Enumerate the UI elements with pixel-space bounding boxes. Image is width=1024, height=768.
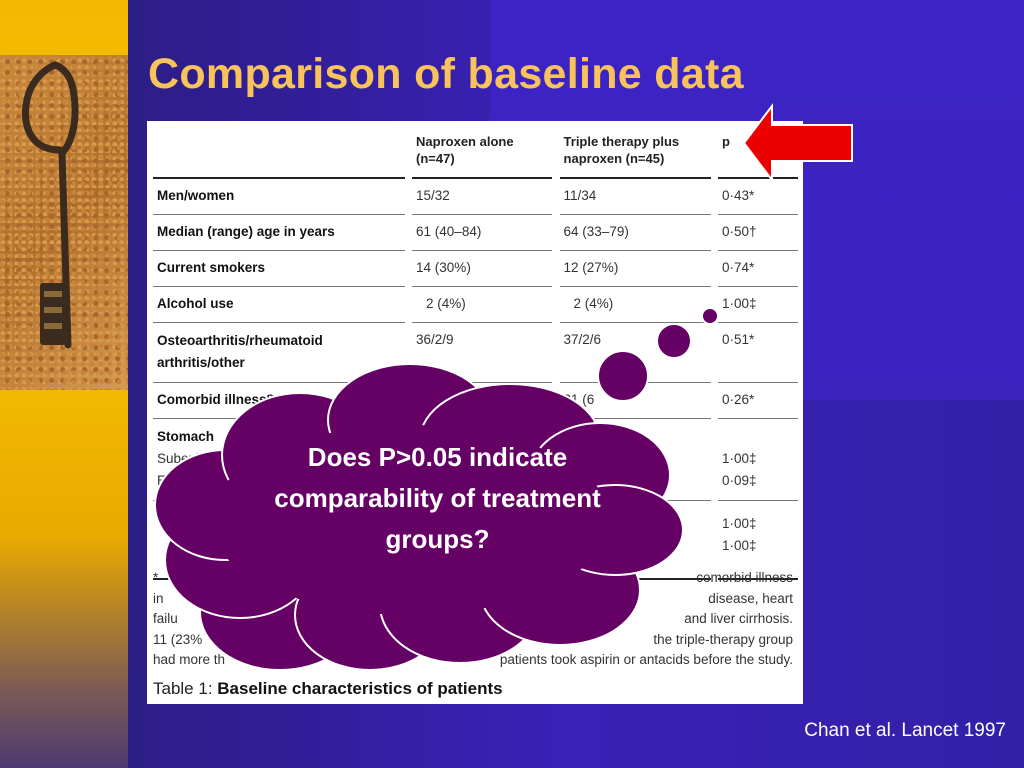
- footnote-line: comorbid illness: [696, 570, 793, 585]
- cell-triple: 31 (6: [559, 382, 711, 419]
- cell-triple: 64 (33–79): [559, 214, 711, 251]
- table-caption: Table 1: Baseline characteristics of pat…: [153, 679, 503, 699]
- footnote-line: and liver cirrhosis.: [684, 611, 793, 626]
- table-header-row: Naproxen alone (n=47) Triple therapy plu…: [153, 127, 798, 179]
- cell-naproxen: %): [412, 382, 553, 419]
- cell-triple: 37/2/6: [559, 322, 711, 383]
- row-label: Current smokers: [153, 250, 405, 287]
- key-photo-image: [0, 55, 128, 390]
- footnote-line: in: [153, 590, 164, 606]
- callout-question: Does P>0.05 indicate comparability of tr…: [274, 442, 601, 554]
- cell-naproxen: 14 (30%): [412, 250, 553, 287]
- header-label: [153, 127, 405, 179]
- slide-title: Comparison of baseline data: [148, 50, 744, 98]
- header-triple: Triple therapy plus naproxen (n=45): [559, 127, 711, 179]
- table-row: Current smokers 14 (30%) 12 (27%) 0·74*: [153, 250, 798, 287]
- cell-p: 1·00‡ 0·09‡: [718, 418, 798, 501]
- cell-p: 0·74*: [718, 250, 798, 287]
- cell-triple: 12 (27%): [559, 250, 711, 287]
- row-label: Comorbid illness§: [153, 382, 405, 419]
- row-label: Osteoarthritis/rheumatoid arthritis/othe…: [153, 322, 405, 383]
- table-row: Alcohol use 2 (4%) 2 (4%) 1·00‡: [153, 286, 798, 323]
- cell-p: 0·43*: [718, 178, 798, 215]
- antique-key-icon: [21, 61, 79, 349]
- footnote-line: patients took aspirin or antacids before…: [499, 652, 793, 667]
- footnote-line: failu: [153, 611, 178, 626]
- table-row: Comorbid illness§ %) 31 (6 0·26*: [153, 382, 798, 419]
- footnote-line: *: [153, 570, 159, 585]
- header-naproxen: Naproxen alone (n=47): [412, 127, 553, 179]
- cell-naproxen: 2 (4%): [412, 286, 553, 323]
- row-label: Alcohol use: [153, 286, 405, 323]
- row-label: Median (range) age in years: [153, 214, 405, 251]
- table-image: Naproxen alone (n=47) Triple therapy plu…: [147, 121, 803, 704]
- cell-triple: 2 (4%): [559, 286, 711, 323]
- cell-naproxen: 61 (40–84): [412, 214, 553, 251]
- cell-triple: 11/34: [559, 178, 711, 215]
- cell-p: 1·00‡ 1·00‡: [718, 500, 798, 580]
- p-value: 1·00‡: [722, 538, 757, 553]
- citation: Chan et al. Lancet 1997: [804, 720, 1006, 741]
- cell-p: 1·00‡: [718, 286, 798, 323]
- footnote-line: the triple-therapy group: [653, 631, 793, 647]
- table-row: Osteoarthritis/rheumatoid arthritis/othe…: [153, 322, 798, 383]
- table-row: Men/women 15/32 11/34 0·43*: [153, 178, 798, 215]
- caption-prefix: Table 1:: [153, 679, 218, 698]
- footnote-line: had more th: [153, 652, 226, 667]
- p-value: 1·00‡: [722, 451, 757, 466]
- row-label: Stomach: [157, 429, 215, 444]
- cell-p: 0·26*: [718, 382, 798, 419]
- caption-title: Baseline characteristics of patients: [217, 679, 503, 698]
- cell-p: 0·50†: [718, 214, 798, 251]
- cell-naproxen: 15/32: [412, 178, 553, 215]
- row-label: Men/women: [153, 178, 405, 215]
- cell-naproxen: 36/2/9: [412, 322, 553, 383]
- footnote-line: disease, heart: [708, 590, 793, 606]
- table-row: Median (range) age in years 61 (40–84) 6…: [153, 214, 798, 251]
- table-footnote: * comorbid illness in disease, heart failu…: [153, 568, 793, 671]
- red-arrow-icon: [742, 103, 853, 183]
- p-value: 1·00‡: [722, 516, 757, 531]
- footnote-line: 11 (23%: [153, 631, 203, 647]
- p-value: 0·09‡: [722, 473, 757, 488]
- cell-p: 0·51*: [718, 322, 798, 383]
